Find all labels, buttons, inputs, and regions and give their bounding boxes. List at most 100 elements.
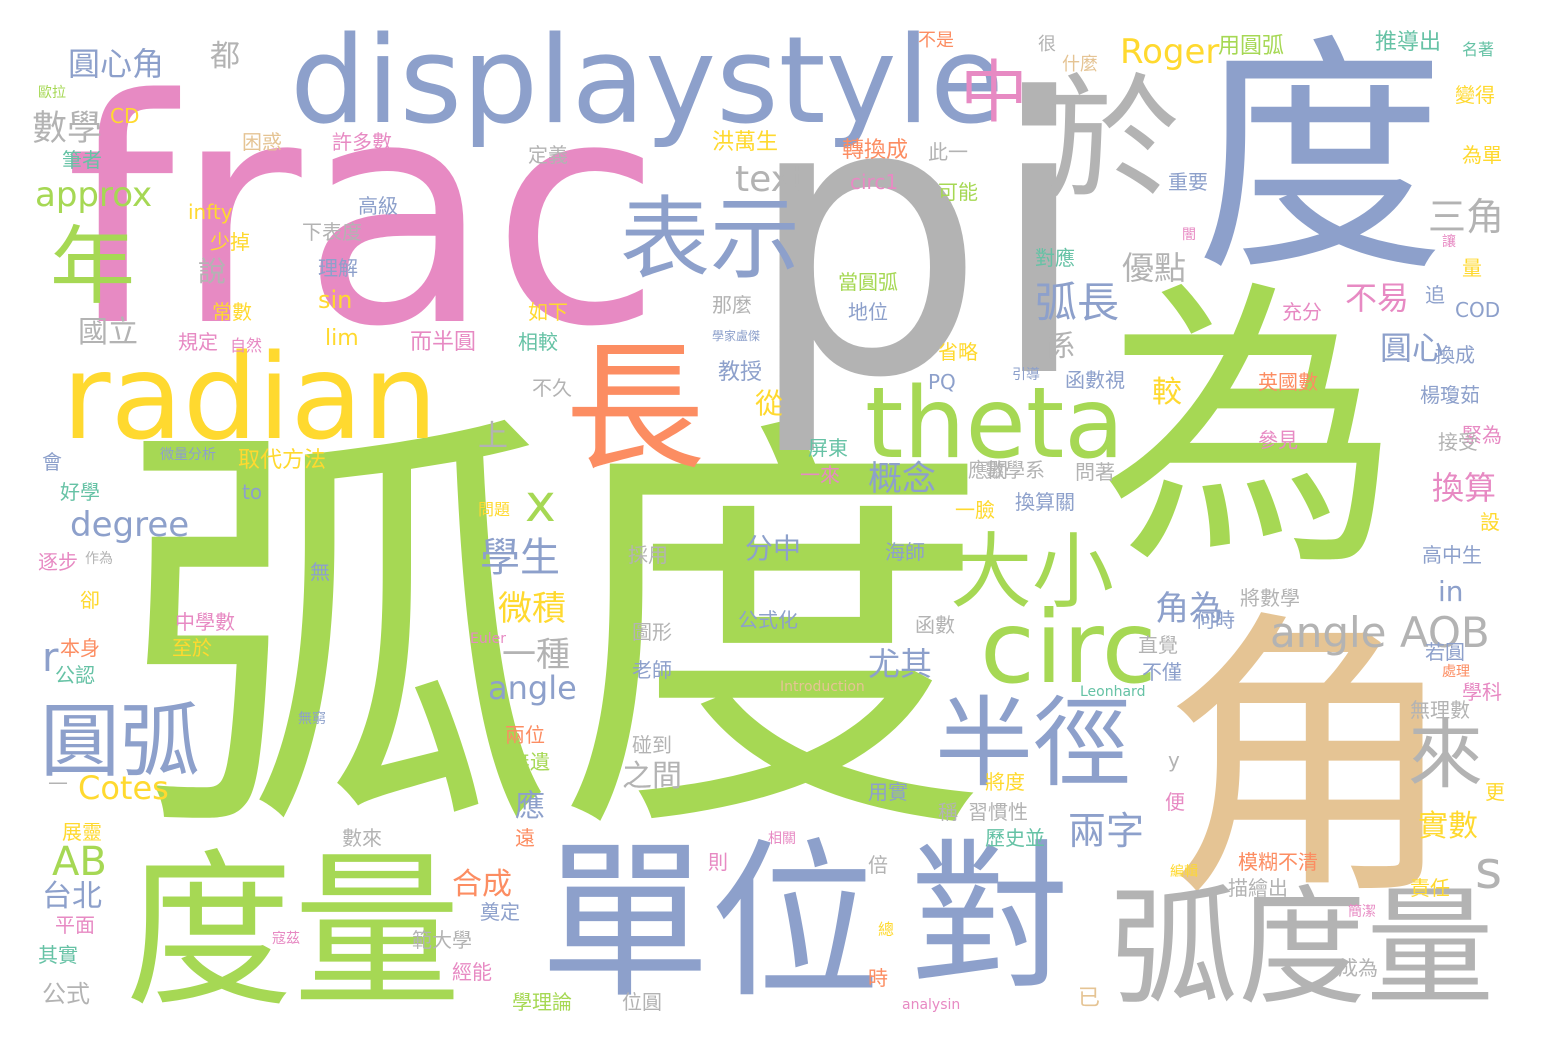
word-weidan: 為單 (1462, 143, 1502, 167)
word-youdian: 優點 (1122, 249, 1187, 287)
word-shuxuexi: 數學系 (985, 458, 1045, 482)
word-hongwansheng: 洪萬生 (712, 130, 779, 155)
word-jiaoshou: 教授 (718, 360, 763, 385)
word-shang: 上 (478, 419, 508, 454)
word-dianding: 奠定 (480, 900, 520, 924)
word-ruoyuan: 若圓 (1425, 640, 1465, 664)
word-ab: AB (52, 839, 107, 885)
word-in: in (1438, 575, 1464, 608)
word-xuduoshu: 許多數 (332, 130, 392, 154)
word-zuowei: 作為 (85, 551, 113, 567)
word-buyi: 不易 (1345, 279, 1410, 317)
word-yuan: 遠 (515, 826, 535, 850)
word-huchang: 弧長 (1035, 278, 1120, 327)
word-zong: 總 (878, 920, 895, 939)
word-zeren: 責任 (1410, 876, 1450, 900)
word-yu: 於 (1045, 61, 1180, 218)
word-gongshihua: 公式化 (738, 608, 798, 632)
word-yongshi: 用實 (868, 780, 908, 804)
word-pingdong: 屏東 (808, 436, 848, 460)
word-yangqiongru: 楊瓊茹 (1420, 383, 1480, 407)
word-hen: 很 (1038, 34, 1056, 55)
word-pq: PQ (928, 370, 956, 394)
word-danwei: 單位 (540, 824, 881, 1022)
word-laoshi: 老師 (632, 658, 672, 682)
word-heshi: 何時 (1195, 608, 1235, 632)
word-x: x (525, 474, 556, 534)
word-shishu: 實數 (1418, 809, 1478, 844)
word-y: y (1168, 748, 1180, 772)
word-wuyi: 無遺 (510, 750, 550, 774)
word-zhanling: 展靈 (62, 820, 102, 844)
word-taibei: 台北 (42, 879, 102, 914)
word-bizhe: 筆者 (62, 148, 102, 172)
word-cod: COD (1455, 298, 1501, 322)
word-diwei: 地位 (848, 300, 888, 324)
word-yilai: 一來 (800, 463, 840, 487)
word-mingzhu: 名著 (1462, 40, 1495, 59)
word-name: 那麼 (712, 293, 752, 317)
word-r: r (42, 635, 59, 681)
word-zhui: 追 (1425, 283, 1445, 307)
word-angle: angle (488, 669, 577, 707)
word-xuelilun: 學理論 (512, 990, 572, 1014)
word-hecheng: 合成 (452, 867, 512, 902)
word-wenti: 問題 (478, 500, 511, 519)
word-canjian: 參見 (1258, 428, 1298, 452)
word-biande: 變得 (1455, 83, 1495, 107)
word-yizhong: 一種 (502, 635, 570, 675)
word-circ1: circ1 (850, 170, 899, 194)
word-analysin: analysin (902, 997, 961, 1013)
word-dash: — (48, 770, 68, 794)
word-jiao2: 較 (1152, 375, 1182, 410)
word-hudu: 弧度 (120, 382, 990, 889)
word-circ: circ (980, 589, 1157, 706)
word-lim: lim (325, 326, 359, 351)
word-weiliangfenxi: 微量分析 (160, 447, 216, 463)
word-duliang: 度量 (125, 834, 461, 1030)
word-guoli: 國立 (78, 315, 138, 350)
word-frac: frac (65, 34, 662, 395)
word-dangyuanhu: 當圓弧 (838, 270, 898, 294)
word-radian: radian (62, 328, 438, 466)
word-yuanhu: 圓弧 (40, 695, 200, 788)
word-bian: 便 (1165, 790, 1185, 814)
word-dou: 都 (210, 39, 240, 74)
word-bei: 倍 (868, 853, 888, 877)
word-introduction: Introduction (780, 679, 865, 695)
word-gaozhongsheng: 高中生 (1422, 543, 1482, 567)
word-cd: CD (110, 104, 140, 128)
word-jiangdu: 將度 (985, 770, 1025, 794)
word-displaystyle: displaystyle (290, 12, 1004, 151)
word-geng: 更 (1485, 780, 1505, 804)
word-xiguanxing: 習慣性 (968, 800, 1028, 824)
word-qishi: 其實 (38, 943, 78, 967)
word-daxiao: 大小 (950, 525, 1115, 620)
word-jingneng: 經能 (452, 960, 492, 984)
word-liangzi: 兩字 (1068, 809, 1145, 853)
word-fandaxue: 範大學 (412, 928, 472, 952)
word-mohubuqing: 模糊不清 (1238, 850, 1318, 874)
word-xuesheng: 學生 (480, 535, 560, 581)
word-jianjie: 簡潔 (1348, 904, 1376, 920)
word-erbanyuan: 而半圓 (410, 330, 477, 355)
word-angle-aob: angle AOB (1270, 608, 1490, 657)
word-ying: 應 (515, 789, 545, 824)
word-tuxing: 圖形 (632, 620, 672, 644)
word-oula: 歐拉 (38, 85, 66, 101)
word-text: text (735, 159, 807, 200)
word-hanshushi: 函數視 (1065, 368, 1125, 392)
word-yingguan: 應關 (968, 458, 1008, 482)
word-lishibing: 歷史並 (985, 826, 1045, 850)
word-banjing: 半徑 (935, 687, 1132, 801)
word-zhuanhuancheng: 轉換成 (842, 138, 909, 163)
word-sin: sin (318, 286, 353, 314)
word-rang: 讓 (1442, 234, 1456, 250)
word-dui: 對 (910, 824, 1071, 1011)
word-zhijue: 直覺 (1138, 633, 1178, 657)
word-roger: Roger (1120, 32, 1220, 72)
word-ziran: 自然 (230, 336, 263, 355)
word-zhongxueshu: 中學數 (175, 610, 235, 634)
word-hui: 會 (42, 450, 62, 474)
